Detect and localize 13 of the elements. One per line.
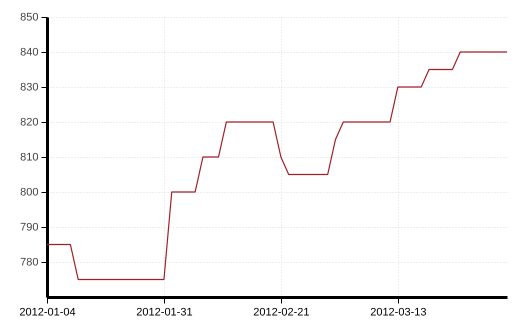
y-tick-label: 800 bbox=[20, 186, 38, 198]
y-tick-label: 840 bbox=[20, 46, 38, 58]
x-tick-label: 2012-01-04 bbox=[19, 306, 76, 318]
y-tick-label: 810 bbox=[20, 152, 38, 164]
x-tick-label: 2012-01-31 bbox=[136, 306, 193, 318]
x-tick-label: 2012-02-21 bbox=[253, 306, 310, 318]
y-tick-label: 830 bbox=[20, 82, 38, 94]
y-tick-label: 790 bbox=[20, 222, 38, 234]
y-tick-label: 850 bbox=[20, 12, 38, 24]
y-tick-label: 780 bbox=[20, 256, 38, 268]
x-tick-label: 2012-03-13 bbox=[370, 306, 426, 318]
line-series bbox=[47, 51, 507, 280]
y-tick-label: 820 bbox=[20, 116, 38, 128]
